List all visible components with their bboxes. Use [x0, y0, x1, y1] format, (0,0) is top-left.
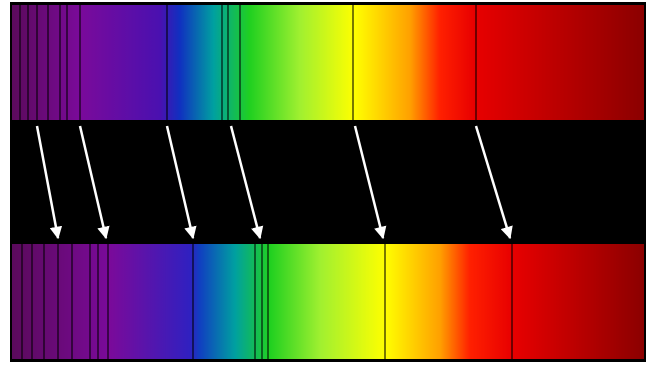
original-spectrum	[12, 5, 644, 120]
arrow	[78, 125, 110, 240]
arrow	[229, 125, 264, 240]
shift-arrows	[35, 125, 513, 240]
arrow	[165, 125, 197, 240]
arrow	[474, 125, 513, 240]
shifted-spectrum	[12, 244, 644, 359]
top-absorption-lines	[19, 5, 477, 120]
arrow	[35, 125, 63, 240]
bottom-absorption-lines	[21, 244, 513, 359]
arrow	[353, 125, 387, 240]
